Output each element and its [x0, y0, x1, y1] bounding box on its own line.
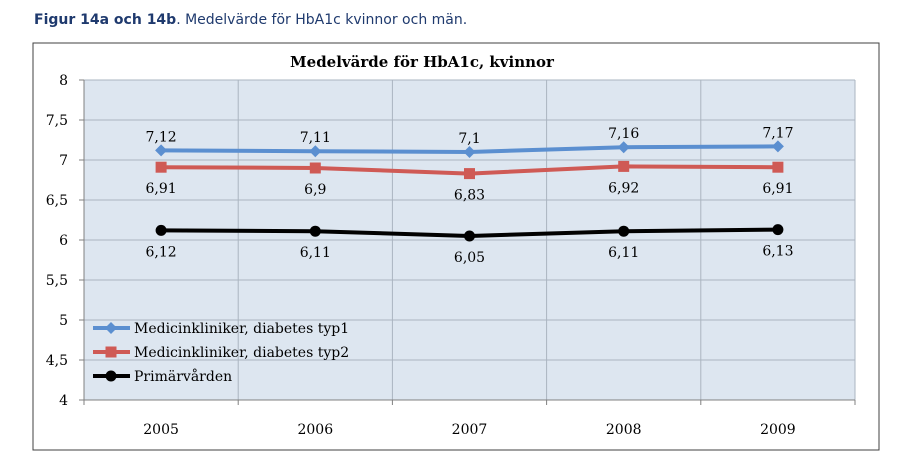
data-point-square: [309, 162, 321, 174]
data-point-square: [618, 160, 630, 172]
data-point-square: [464, 168, 475, 180]
legend-label-1: Medicinkliniker, diabetes typ1: [134, 321, 349, 337]
y-tick-label: 6: [59, 233, 68, 249]
data-label: 7,1: [458, 131, 480, 147]
data-point-circle: [105, 370, 117, 382]
x-tick-label: 2009: [760, 422, 796, 438]
y-tick-label: 6,5: [46, 193, 68, 209]
data-point-diamond: [309, 145, 322, 158]
grid-lines: [84, 79, 856, 400]
y-tick-label: 4: [59, 393, 68, 409]
axes: 4 4,5 5 5,5 6 6,5 7 7,5 8 2005 2006 2007 2008 2009: [46, 73, 856, 438]
data-point-circle: [618, 225, 630, 237]
x-tick-label: 2007: [452, 422, 488, 438]
y-tick-label: 5: [59, 313, 68, 329]
data-label: 6,13: [762, 244, 793, 260]
data-point-circle: [309, 225, 321, 237]
data-point-diamond: [617, 141, 630, 154]
data-point-circle: [464, 230, 475, 242]
data-label: 6,11: [300, 245, 331, 261]
data-point-square: [155, 161, 167, 173]
data-label: 6,92: [608, 180, 639, 196]
data-label: 6,9: [304, 182, 326, 198]
data-label: 6,91: [146, 181, 177, 197]
figure-caption: Figur 14a och 14b. Medelvärde för HbA1c …: [34, 12, 467, 28]
legend: Medicinkliniker, diabetes typ1 Medicinkli…: [93, 321, 349, 385]
data-label: 6,83: [454, 188, 485, 204]
data-label: 6,11: [608, 245, 639, 261]
data-label: 6,12: [146, 244, 177, 260]
chart-title: Medelvärde för HbA1c, kvinnor: [290, 53, 555, 71]
x-tick-label: 2006: [297, 422, 333, 438]
data-label: 6,05: [454, 250, 485, 266]
data-labels: 7,12 7,11 7,1 7,16 7,17 6,91 6,9 6,83 6,92 6,91 6,…: [146, 125, 794, 266]
data-label: 7,12: [146, 129, 177, 145]
data-label: 7,17: [762, 125, 793, 141]
series-group: [155, 140, 784, 242]
data-point-square: [105, 346, 117, 358]
data-label: 7,11: [300, 130, 331, 146]
y-tick-label: 7: [59, 153, 68, 169]
data-point-circle: [155, 224, 167, 236]
data-point-diamond: [463, 146, 476, 158]
data-point-diamond: [105, 322, 117, 334]
data-point-diamond: [155, 144, 168, 157]
x-tick-label: 2008: [606, 422, 642, 438]
data-point-circle: [772, 224, 784, 236]
y-tick-label: 5,5: [46, 273, 68, 289]
data-point-diamond: [771, 140, 784, 153]
y-tick-label: 7,5: [46, 113, 68, 129]
y-tick-label: 8: [59, 73, 68, 89]
caption-rest: . Medelvärde för HbA1c kvinnor och män.: [176, 12, 468, 28]
y-tick-label: 4,5: [46, 353, 68, 369]
legend-label-2: Medicinkliniker, diabetes typ2: [134, 345, 349, 361]
x-tick-label: 2005: [143, 422, 179, 438]
legend-label-3: Primärvården: [134, 368, 232, 385]
data-label: 7,16: [608, 126, 639, 142]
caption-bold: Figur 14a och 14b: [34, 12, 177, 28]
data-point-square: [772, 161, 784, 173]
data-label: 6,91: [762, 181, 793, 197]
